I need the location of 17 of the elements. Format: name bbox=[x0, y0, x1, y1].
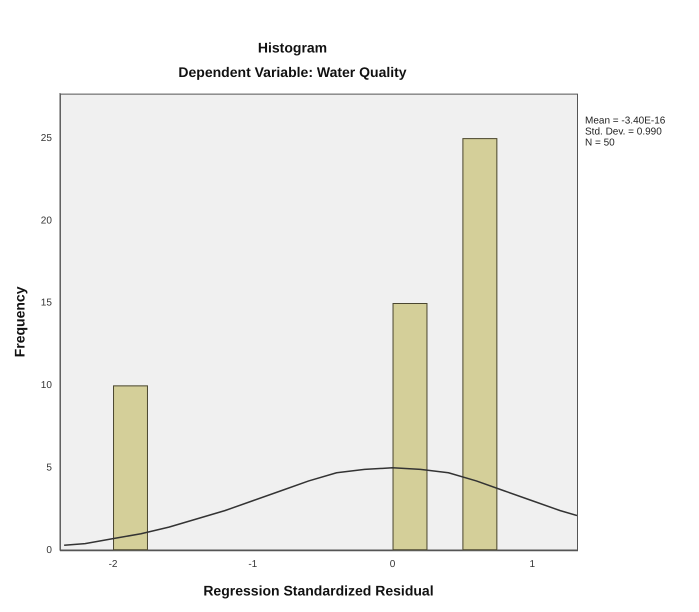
y-axis-title: Frequency bbox=[11, 286, 28, 358]
x-tick-label: -1 bbox=[248, 558, 258, 570]
x-tick-label: 0 bbox=[390, 558, 396, 570]
y-tick-label: 25 bbox=[40, 132, 52, 144]
y-tick-label: 20 bbox=[40, 215, 52, 226]
y-tick-label: 10 bbox=[40, 380, 52, 392]
chart-title: Histogram bbox=[258, 39, 328, 56]
chart-subtitle: Dependent Variable: Water Quality bbox=[178, 64, 407, 80]
x-tick-label: 1 bbox=[530, 558, 536, 570]
x-tick-label: -2 bbox=[108, 558, 118, 570]
y-tick-label: 15 bbox=[40, 298, 52, 309]
y-tick-label: 0 bbox=[46, 544, 52, 556]
text: N = 50 bbox=[585, 137, 616, 148]
y-tick-label: 5 bbox=[46, 462, 52, 474]
x-axis-title: Regression Standardized Residual bbox=[203, 582, 434, 598]
text: Mean = -3.40E-16 bbox=[585, 115, 666, 126]
text: Std. Dev. = 0.990 bbox=[585, 126, 662, 138]
